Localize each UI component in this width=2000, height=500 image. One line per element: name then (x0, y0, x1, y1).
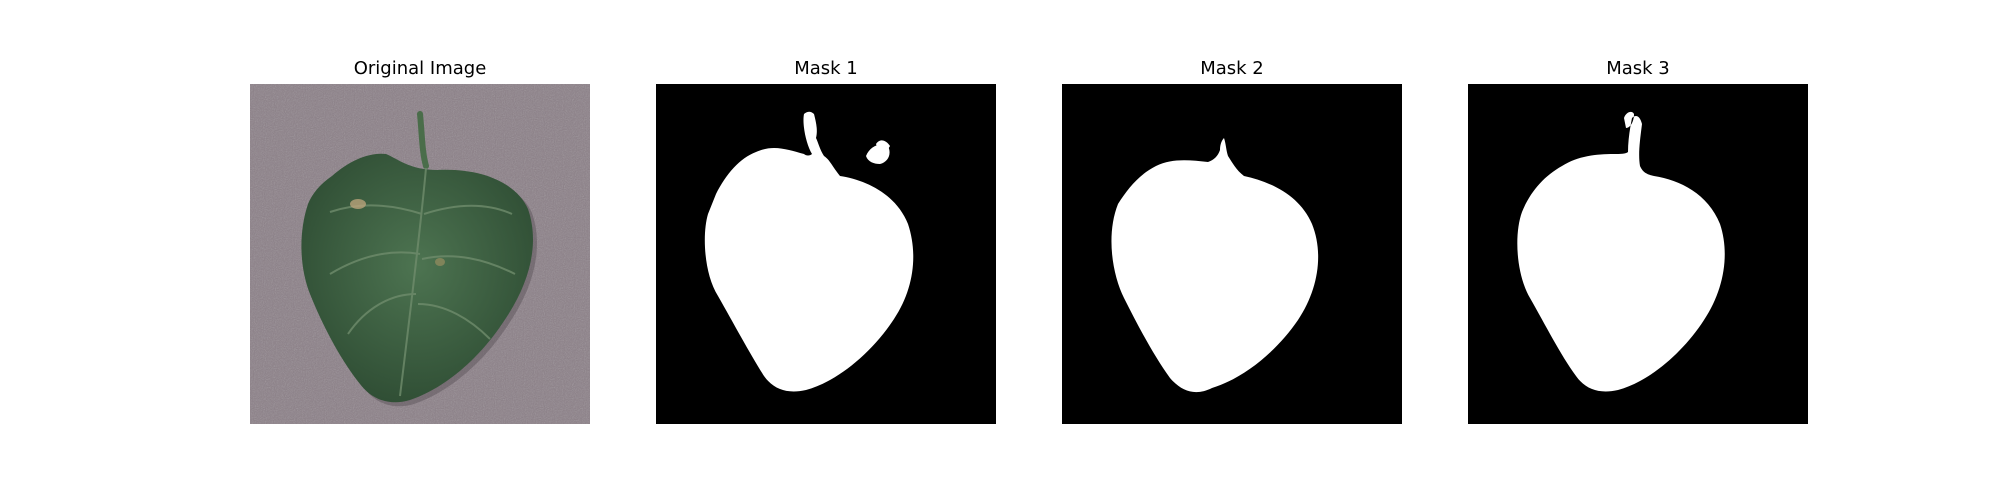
mask-shape (1517, 111, 1725, 392)
original-leaf-photo (250, 84, 590, 424)
leaf-blemish (350, 199, 366, 209)
leaf-stem (417, 111, 429, 169)
mask-3-image (1468, 84, 1808, 424)
panel-title: Original Image (353, 58, 487, 79)
mask-2-image (1062, 84, 1402, 424)
panel-original-image: Original Image (250, 0, 590, 500)
panel-mask-3: Mask 3 (1468, 0, 1808, 500)
leaf-blemish (435, 258, 445, 266)
leaf-blade (301, 153, 533, 403)
panel-title: Mask 1 (794, 58, 858, 79)
panel-mask-2: Mask 2 (1062, 0, 1402, 500)
panel-title: Mask 3 (1606, 58, 1670, 79)
mask-1-image (656, 84, 996, 424)
leaf-veins (329, 167, 516, 397)
panel-mask-1: Mask 1 (656, 0, 996, 500)
mask-shape (1111, 138, 1319, 393)
mask-shape (704, 111, 914, 392)
panel-title: Mask 2 (1200, 58, 1264, 79)
